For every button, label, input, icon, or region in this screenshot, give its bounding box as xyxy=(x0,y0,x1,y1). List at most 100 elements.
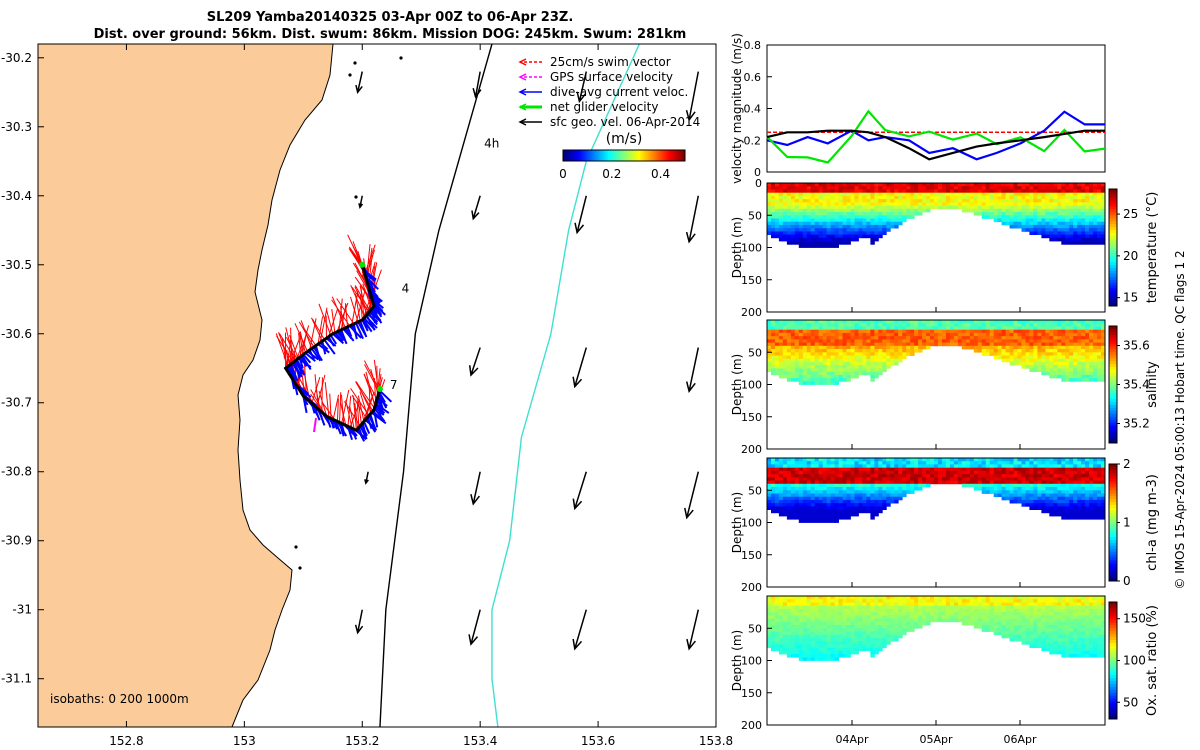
section-cell xyxy=(802,342,808,347)
section-cell xyxy=(786,503,792,507)
section-cell xyxy=(870,195,875,200)
section-cell xyxy=(906,320,911,324)
section-cell xyxy=(786,371,792,376)
section-cell xyxy=(1001,490,1006,494)
section-cell xyxy=(1085,199,1090,203)
section-cell xyxy=(969,183,975,187)
section-cell xyxy=(778,641,784,645)
section-cell xyxy=(969,208,975,213)
section-cell xyxy=(906,332,911,337)
section-cell xyxy=(1065,352,1070,356)
section-colorbar-cell xyxy=(1109,381,1117,385)
section-cell xyxy=(870,234,875,239)
section-cell xyxy=(870,512,875,517)
section-cell xyxy=(790,215,796,219)
section-cell xyxy=(1041,323,1046,327)
section-cell xyxy=(798,183,804,187)
section-cell xyxy=(961,474,967,478)
section-cell xyxy=(1081,352,1086,356)
section-cell xyxy=(1085,345,1090,350)
section-cell xyxy=(806,345,812,350)
section-cell xyxy=(818,323,824,327)
section-cell xyxy=(834,326,839,330)
section-cell xyxy=(1037,183,1042,187)
section-cell xyxy=(938,189,943,193)
section-cell xyxy=(810,199,816,203)
section-cell xyxy=(806,199,812,203)
section-cell xyxy=(826,365,831,369)
section-cell xyxy=(826,487,831,491)
section-cell xyxy=(981,186,987,190)
section-cell xyxy=(767,358,772,363)
section-cell xyxy=(798,519,804,523)
section-cell xyxy=(965,470,971,475)
section-cell xyxy=(918,202,923,206)
section-cell xyxy=(1069,345,1074,350)
section-cell xyxy=(1085,195,1090,200)
section-cell xyxy=(818,186,824,190)
section-cell xyxy=(775,596,780,600)
section-cell xyxy=(1009,339,1014,343)
section-cell xyxy=(890,493,895,498)
section-cell xyxy=(1081,342,1086,347)
section-cell xyxy=(830,654,835,658)
section-colorbar-tick-label: 0 xyxy=(1123,574,1131,588)
section-cell xyxy=(961,464,967,468)
section-cell xyxy=(942,339,947,343)
section-cell xyxy=(1045,493,1050,498)
section-cell xyxy=(850,358,855,363)
section-cell xyxy=(874,474,879,478)
section-cell xyxy=(802,345,808,350)
section-cell xyxy=(862,332,867,337)
section-cell xyxy=(794,618,800,623)
section-cell xyxy=(790,602,796,607)
current-vector xyxy=(336,331,345,341)
section-cell xyxy=(838,378,843,382)
section-cell xyxy=(854,212,859,216)
section-cell xyxy=(878,467,883,472)
section-cell xyxy=(834,212,839,216)
section-cell xyxy=(878,503,883,507)
section-cell xyxy=(814,374,820,379)
section-cell xyxy=(866,493,871,498)
section-cell xyxy=(842,631,847,636)
velocity-ylabel: velocity magnitude (m/s) xyxy=(730,33,744,184)
section-cell xyxy=(874,365,879,369)
section-cell xyxy=(814,605,820,610)
section-cell xyxy=(973,474,979,478)
section-cell xyxy=(798,618,804,623)
section-cell xyxy=(957,477,963,481)
section-cell xyxy=(973,339,979,343)
section-cell xyxy=(1049,323,1054,327)
current-vector xyxy=(306,350,319,361)
section-cell xyxy=(782,503,788,507)
section-cell xyxy=(782,183,788,187)
section-cell xyxy=(1061,493,1066,498)
section-cell xyxy=(914,332,919,337)
section-cell xyxy=(1037,480,1042,485)
section-cell xyxy=(1073,516,1078,520)
section-cell xyxy=(798,378,804,382)
geo-velocity-arrow xyxy=(468,609,481,646)
section-cell xyxy=(802,218,808,223)
section-cell xyxy=(842,458,847,462)
section-cell xyxy=(806,512,812,517)
section-cell xyxy=(814,506,820,510)
colorbar-cell xyxy=(595,150,599,161)
section-cell xyxy=(842,596,847,600)
section-cell xyxy=(918,336,923,340)
section-cell xyxy=(854,470,859,475)
section-cell xyxy=(826,650,831,655)
section-cell xyxy=(866,365,871,369)
section-cell xyxy=(1069,218,1074,223)
section-cell xyxy=(957,195,963,200)
section-cell xyxy=(810,599,816,603)
section-cell xyxy=(826,189,831,193)
section-cell xyxy=(854,336,859,340)
section-cell xyxy=(993,345,999,350)
section-cell xyxy=(771,509,776,514)
section-cell xyxy=(830,496,835,501)
swim-vector xyxy=(299,331,306,354)
section-cell xyxy=(878,186,883,190)
section-cell xyxy=(961,189,967,193)
